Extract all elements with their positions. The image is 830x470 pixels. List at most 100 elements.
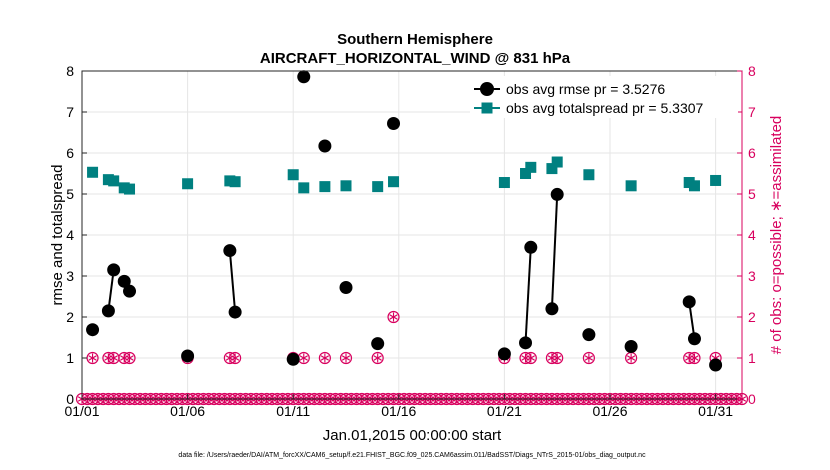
y-axis-label-right: # of obs: o=possible; ∗=assimilated (768, 116, 785, 355)
spread-point (229, 176, 241, 188)
x-tick-label: 01/31 (698, 403, 733, 419)
spread-point (525, 161, 537, 173)
y-tick-label-right: 6 (748, 145, 756, 161)
legend-spread-label: obs avg totalspread pr = 5.3307 (506, 100, 704, 116)
rmse-point (107, 263, 121, 277)
chart-title: Southern Hemisphere (337, 31, 493, 48)
rmse-point (497, 347, 511, 361)
rmse-point (297, 70, 311, 84)
rmse-point (545, 302, 559, 316)
rmse-point (387, 116, 401, 130)
rmse-line-segment (550, 194, 559, 309)
rmse-point (228, 305, 242, 319)
rmse-point (582, 328, 596, 342)
obs-count-marker (582, 351, 595, 365)
spread-point (182, 178, 194, 190)
y-tick-label-left: 1 (66, 350, 74, 366)
legend-box (470, 76, 738, 118)
y-tick-label-left: 6 (66, 145, 74, 161)
y-tick-label-left: 0 (66, 391, 74, 407)
y-tick-label-right: 1 (748, 350, 756, 366)
spread-point (319, 181, 331, 193)
rmse-point (123, 284, 137, 298)
y-tick-label-left: 3 (66, 268, 74, 284)
obs-count-marker (229, 351, 242, 365)
spread-point (688, 180, 700, 192)
obs-count-marker (688, 351, 701, 365)
obs-count-marker (524, 351, 537, 365)
rmse-point (709, 358, 723, 372)
x-tick-label: 01/06 (170, 403, 205, 419)
rmse-point (339, 280, 353, 294)
obs-count-marker (318, 351, 331, 365)
spread-point (388, 176, 400, 188)
y-tick-label-right: 0 (748, 391, 756, 407)
spread-point (520, 168, 532, 179)
spread-series (87, 156, 722, 195)
spread-point (124, 183, 136, 195)
x-tick-label: 01/11 (276, 403, 310, 419)
spread-point (625, 180, 637, 192)
y-tick-label-right: 2 (748, 309, 756, 325)
rmse-point (181, 349, 195, 363)
rmse-line-segment (107, 269, 115, 311)
y-tick-label-left: 7 (66, 104, 74, 120)
spread-point (546, 163, 558, 175)
rmse-line-segment (524, 247, 532, 343)
spread-point (710, 174, 722, 186)
y-tick-label-right: 7 (748, 104, 756, 120)
rmse-point (286, 352, 300, 366)
rmse-point (318, 139, 332, 153)
rmse-point (371, 337, 385, 351)
rmse-point (687, 332, 701, 346)
rmse-point (519, 336, 533, 350)
spread-point (340, 180, 352, 192)
obs-count-marker (371, 351, 384, 365)
spread-point (298, 182, 310, 194)
rmse-series (86, 70, 723, 372)
spread-point (551, 156, 563, 168)
spread-point (372, 181, 384, 193)
x-axis-label: Jan.01,2015 00:00:00 start (323, 427, 502, 444)
spread-point (583, 169, 595, 181)
y-ticks-right: 0 1 2 3 4 5 6 7 8 (737, 63, 756, 407)
x-tick-label: 01/16 (381, 403, 416, 419)
x-tick-label: 01/21 (487, 403, 522, 419)
y-tick-label-right: 8 (748, 63, 756, 79)
spread-point (498, 177, 510, 189)
legend: obs avg rmse pr = 3.5276 obs avg totalsp… (470, 76, 738, 118)
y-tick-label-left: 8 (66, 63, 74, 79)
footnote: data file: /Users/raeder/DAI/ATM_forcXX/… (178, 452, 646, 459)
legend-rmse-marker (480, 82, 494, 96)
spread-point (287, 169, 299, 181)
rmse-point (550, 187, 564, 201)
rmse-line-segment (228, 250, 237, 313)
x-tick-label: 01/01 (64, 403, 99, 419)
obs-count-marker (123, 351, 136, 365)
chart-subtitle: AIRCRAFT_HORIZONTAL_WIND @ 831 hPa (260, 50, 571, 67)
y-tick-label-right: 4 (748, 227, 756, 243)
rmse-point (117, 274, 131, 288)
y-tick-label-left: 2 (66, 309, 74, 325)
y-ticks-left: 0 1 2 3 4 5 6 7 8 (66, 63, 87, 407)
x-tick-label: 01/26 (592, 403, 627, 419)
spread-point (108, 175, 120, 187)
y-tick-label-left: 5 (66, 186, 74, 202)
x-ticks: 01/01 01/06 01/11 01/16 01/21 01/26 01/31 (64, 394, 733, 419)
legend-spread-marker (481, 102, 493, 114)
rmse-point (86, 323, 100, 337)
y-axis-label-left: rmse and totalspread (49, 165, 66, 306)
legend-rmse-label: obs avg rmse pr = 3.5276 (506, 81, 665, 97)
rmse-point (624, 340, 638, 354)
rmse-point (101, 304, 115, 318)
rmse-point (524, 240, 538, 254)
obs-count-marker (387, 310, 400, 324)
y-tick-label-right: 5 (748, 186, 756, 202)
rmse-point (223, 244, 237, 258)
y-tick-label-right: 3 (748, 268, 756, 284)
rmse-point (682, 295, 696, 309)
y-tick-label-left: 4 (66, 227, 74, 243)
obs-count-marker (551, 351, 564, 365)
obs-count-marker (86, 351, 99, 365)
